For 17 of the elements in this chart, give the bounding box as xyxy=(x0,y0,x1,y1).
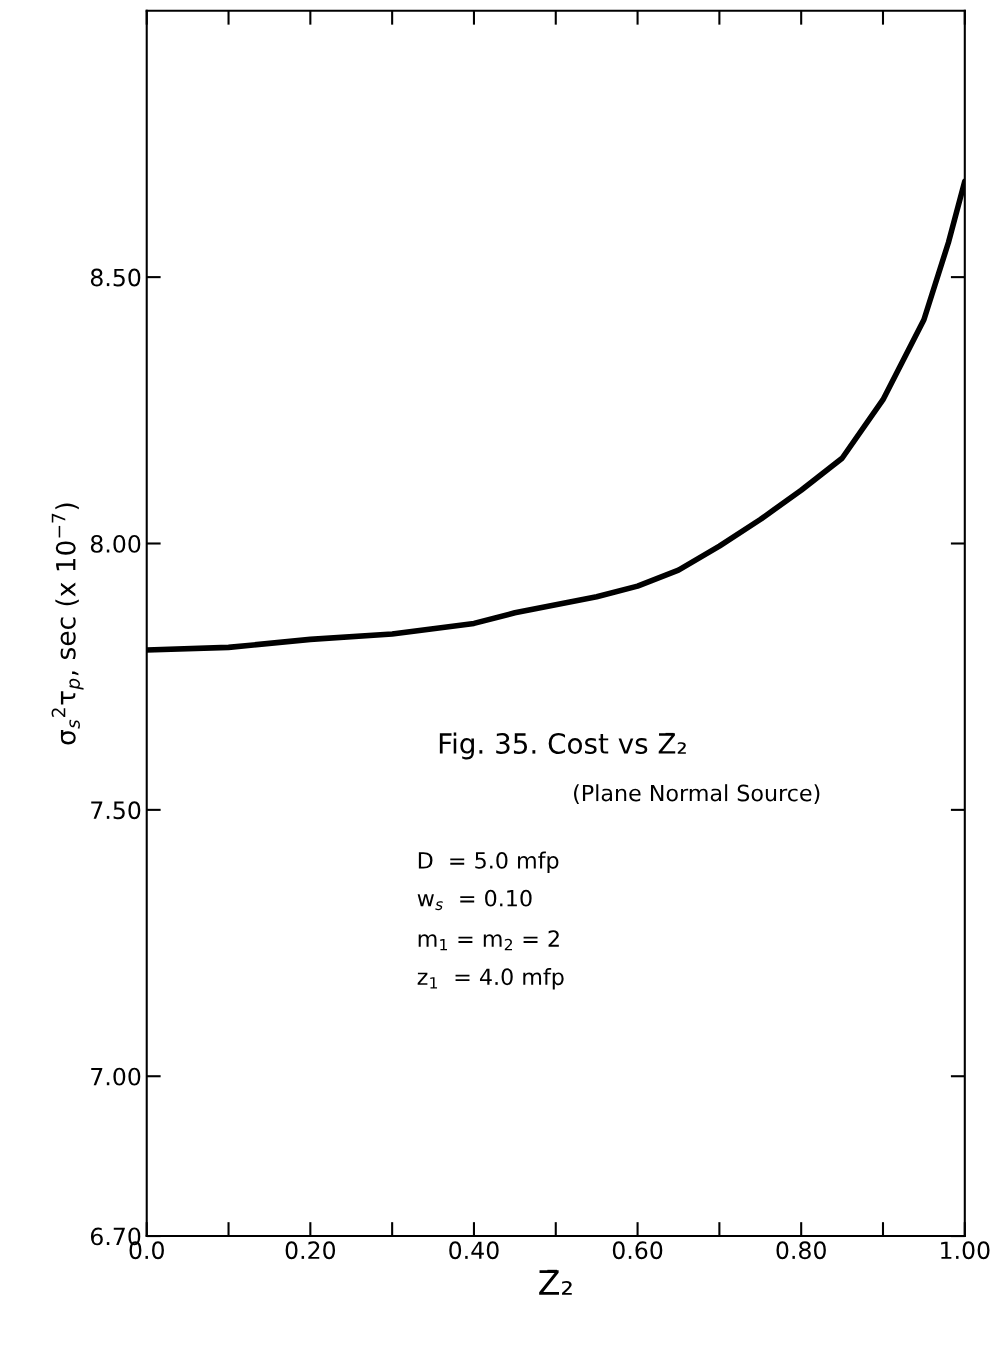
annotation: z$_{1}$ = 4.0 mfp xyxy=(417,967,564,990)
annotation: (Plane Normal Source) xyxy=(574,784,820,805)
annotation: Fig. 35. Cost vs Z̄₂ xyxy=(439,732,686,760)
x-tick-label: 0.60 xyxy=(612,1241,663,1260)
y-tick-label: 8.50 xyxy=(90,268,141,287)
y-tick-label: 7.50 xyxy=(91,801,141,820)
x-tick-label: 0.20 xyxy=(285,1241,336,1260)
y-tick-label: 7.00 xyxy=(91,1067,141,1086)
annotation: w$_{s}$ = 0.10 xyxy=(417,889,532,911)
y-axis-title: σ$_{s}$$^{2}$τ$_{p}$, sec (x 10$^{−7}$) xyxy=(51,503,84,745)
x-tick-label: 0.40 xyxy=(449,1241,499,1260)
x-tick-label: 1.00 xyxy=(941,1241,990,1260)
annotation: D = 5.0 mfp xyxy=(418,851,559,874)
y-tick-label: 8.00 xyxy=(90,534,141,553)
annotation: m$_{1}$ = m$_{2}$ = 2 xyxy=(418,930,559,951)
x-axis-title: Z̄₂ xyxy=(539,1269,572,1295)
x-tick-label: 0.80 xyxy=(776,1241,826,1260)
